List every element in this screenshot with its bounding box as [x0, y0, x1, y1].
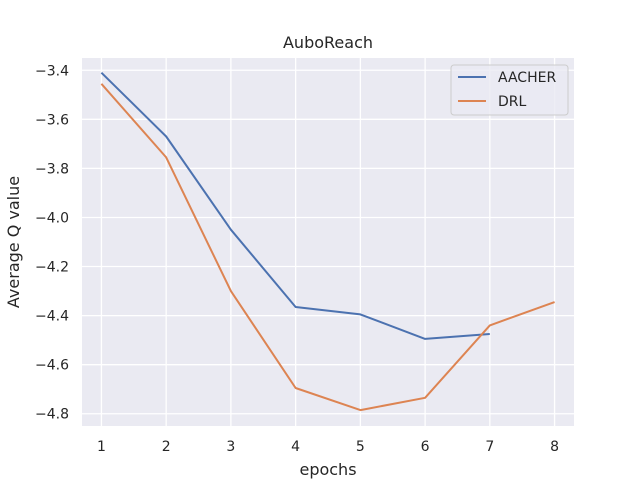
y-tick-label: −4.0 — [35, 210, 69, 226]
x-tick-label: 2 — [162, 439, 171, 455]
y-axis-label: Average Q value — [4, 176, 23, 308]
chart-title: AuboReach — [283, 33, 373, 52]
x-tick-label: 8 — [550, 439, 559, 455]
legend: AACHER DRL — [450, 64, 569, 116]
x-tick-label: 7 — [485, 439, 494, 455]
legend-label-aacher: AACHER — [498, 70, 556, 86]
grid-lines — [82, 58, 574, 426]
x-tick-label: 6 — [421, 439, 430, 455]
y-tick-labels: −3.4 −3.6 −3.8 −4.0 −4.2 −4.4 −4.6 −4.8 — [35, 63, 69, 422]
y-tick-label: −3.6 — [35, 112, 69, 128]
x-tick-labels: 1 2 3 4 5 6 7 8 — [97, 439, 559, 455]
legend-label-drl: DRL — [498, 94, 527, 110]
x-tick-label: 5 — [356, 439, 365, 455]
x-tick-label: 1 — [97, 439, 106, 455]
y-tick-label: −3.8 — [35, 161, 69, 177]
y-tick-label: −4.6 — [35, 358, 69, 374]
series-line-aacher — [100, 71, 490, 340]
y-tick-label: −3.4 — [35, 63, 69, 79]
y-tick-label: −4.2 — [35, 260, 69, 276]
y-tick-label: −4.8 — [35, 407, 69, 423]
x-tick-label: 4 — [291, 439, 300, 455]
series-line-drl — [100, 83, 555, 412]
x-axis-label: epochs — [299, 460, 356, 479]
y-tick-label: −4.4 — [35, 309, 69, 325]
x-tick-label: 3 — [226, 439, 235, 455]
series-lines — [100, 71, 555, 412]
